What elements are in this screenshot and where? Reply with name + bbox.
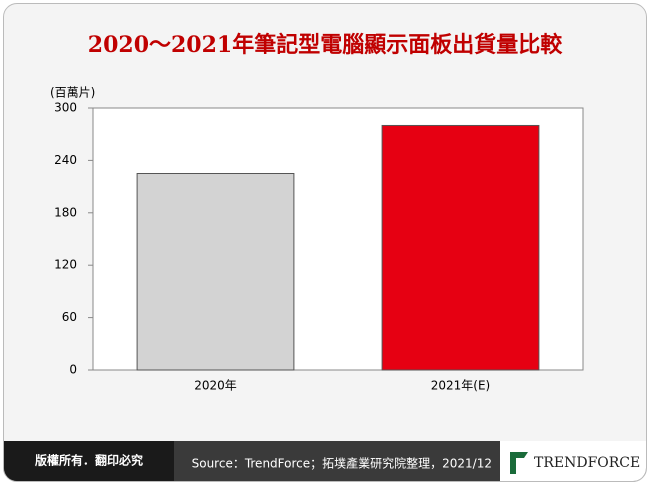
y-tick-label: 0 (69, 363, 77, 377)
bar (381, 124, 540, 371)
y-tick-label: 300 (54, 101, 77, 115)
bar (136, 173, 295, 371)
logo-text: TRENDFORCE (534, 455, 640, 471)
footer-left (4, 441, 174, 481)
y-tick-label: 180 (54, 205, 77, 219)
chart: 2020～2021年筆記型電腦顯示面板出貨量比較 (百萬片) 版權所有．翻印必究… (4, 32, 646, 481)
footer-source: Source：TrendForce；拓墣產業研究院整理，2021/12 (192, 456, 492, 471)
y-tick-label: 120 (54, 258, 77, 272)
y-axis-label: (百萬片) (50, 86, 95, 100)
x-tick-label: 2021年(E) (431, 379, 491, 393)
card: 2020～2021年筆記型電腦顯示面板出貨量比較 (百萬片) 版權所有．翻印必究… (3, 3, 647, 482)
footer-rights: 版權所有．翻印必究 (35, 453, 143, 468)
x-tick-label: 2020年 (194, 379, 237, 393)
chart-title: 2020～2021年筆記型電腦顯示面板出貨量比較 (88, 32, 563, 58)
logo-icon (510, 452, 528, 474)
logo-box (500, 441, 646, 481)
y-tick-label: 60 (62, 310, 77, 324)
y-tick-label: 240 (54, 153, 77, 167)
